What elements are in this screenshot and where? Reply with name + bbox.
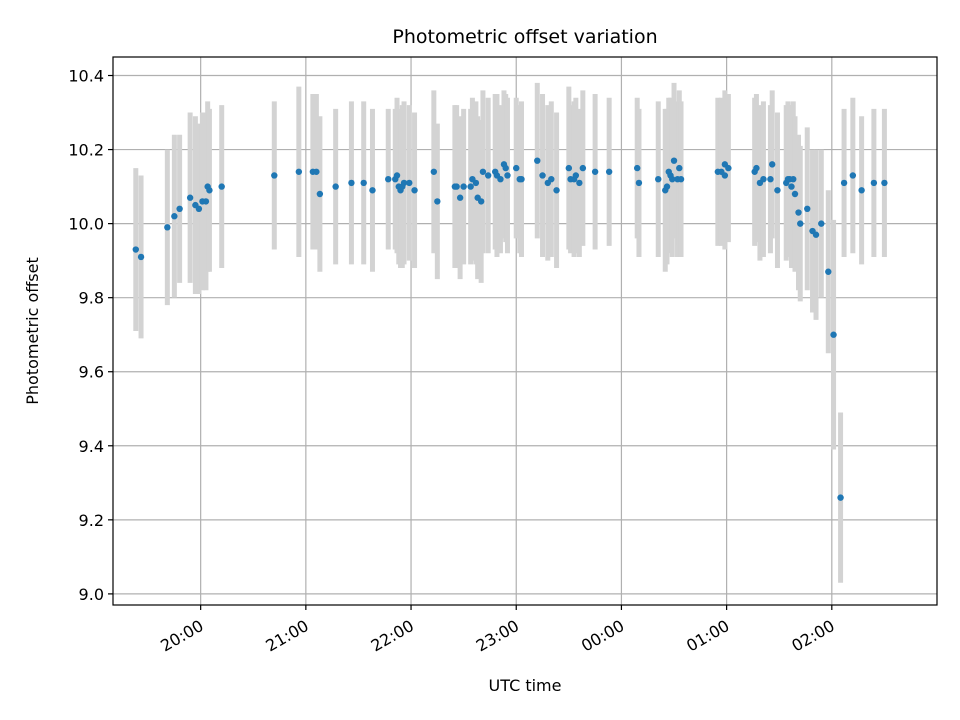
data-point <box>316 190 324 198</box>
data-point <box>332 183 339 190</box>
y-tick-label: 10.4 <box>68 67 104 86</box>
data-point <box>360 179 367 187</box>
data-point <box>400 179 408 187</box>
data-point <box>804 205 811 213</box>
data-point <box>348 179 355 187</box>
data-point <box>539 172 546 179</box>
data-point <box>635 179 643 187</box>
data-point <box>504 172 511 179</box>
data-point <box>830 331 837 338</box>
data-point <box>790 175 797 183</box>
data-point <box>477 198 485 205</box>
data-point <box>411 187 418 194</box>
data-point <box>164 224 171 231</box>
data-point <box>576 179 583 187</box>
data-point <box>472 179 480 187</box>
data-point <box>456 194 464 201</box>
data-point <box>721 172 729 179</box>
y-tick-label: 9.6 <box>79 363 104 382</box>
y-tick-label: 9.0 <box>79 585 104 604</box>
data-point <box>406 179 413 187</box>
data-point <box>669 175 676 183</box>
data-point <box>513 164 520 172</box>
x-axis-label: UTC time <box>489 676 562 695</box>
data-point <box>579 164 587 172</box>
data-point <box>548 175 555 183</box>
data-point <box>825 268 832 275</box>
data-point <box>467 183 474 190</box>
y-tick-label: 9.2 <box>79 511 104 530</box>
data-point <box>881 179 888 187</box>
data-point <box>767 175 774 183</box>
data-point <box>295 168 303 175</box>
data-point <box>753 164 760 172</box>
data-point <box>369 187 376 194</box>
data-point <box>849 172 857 179</box>
data-point <box>393 172 401 179</box>
y-tick-label: 10.0 <box>68 215 104 234</box>
data-point <box>271 172 278 179</box>
data-point <box>202 198 210 205</box>
y-tick-label: 9.4 <box>79 437 104 456</box>
data-point <box>572 172 580 179</box>
chart-title: Photometric offset variation <box>392 26 657 48</box>
data-point <box>870 179 878 187</box>
data-point <box>484 172 492 179</box>
data-point <box>434 198 441 205</box>
data-point <box>171 213 178 220</box>
data-point <box>502 164 509 172</box>
data-point <box>497 175 504 183</box>
data-point <box>591 168 599 175</box>
y-axis: 9.0 9.2 9.4 9.6 9.8 10.0 10.2 10.4 <box>68 67 113 604</box>
data-point <box>812 231 820 238</box>
plot-frame <box>112 56 938 606</box>
data-point <box>186 194 194 201</box>
data-point <box>605 168 613 175</box>
data-point <box>518 175 525 183</box>
data-point <box>788 183 795 190</box>
data-point <box>206 187 213 194</box>
data-point <box>837 494 844 501</box>
data-point <box>132 246 139 253</box>
data-point <box>791 190 799 198</box>
data-point <box>655 175 662 183</box>
data-point <box>760 175 767 183</box>
data-point <box>565 164 573 172</box>
y-tick-label: 9.8 <box>79 289 104 308</box>
data-point <box>774 187 781 194</box>
data-point <box>663 183 671 190</box>
data-point <box>137 253 145 261</box>
data-point <box>553 187 560 194</box>
data-point <box>676 164 683 172</box>
data-point <box>725 164 732 172</box>
y-tick-label: 10.2 <box>68 141 104 160</box>
data-point <box>385 175 392 183</box>
data-point <box>479 168 487 175</box>
data-point <box>840 179 848 187</box>
data-point <box>453 183 460 190</box>
data-point <box>634 164 641 172</box>
data-point <box>195 205 203 213</box>
data-point <box>795 209 802 216</box>
data-point <box>313 168 320 175</box>
data-point <box>670 157 678 164</box>
data-points <box>132 157 888 501</box>
data-point <box>460 183 467 190</box>
data-point <box>677 175 685 183</box>
data-point <box>430 168 438 175</box>
data-point <box>218 183 225 190</box>
data-point <box>534 157 541 164</box>
data-point <box>858 187 865 194</box>
data-point <box>769 161 776 168</box>
data-point <box>176 205 183 213</box>
data-point <box>797 220 804 227</box>
y-axis-label: Photometric offset <box>23 257 42 405</box>
data-point <box>818 220 825 227</box>
